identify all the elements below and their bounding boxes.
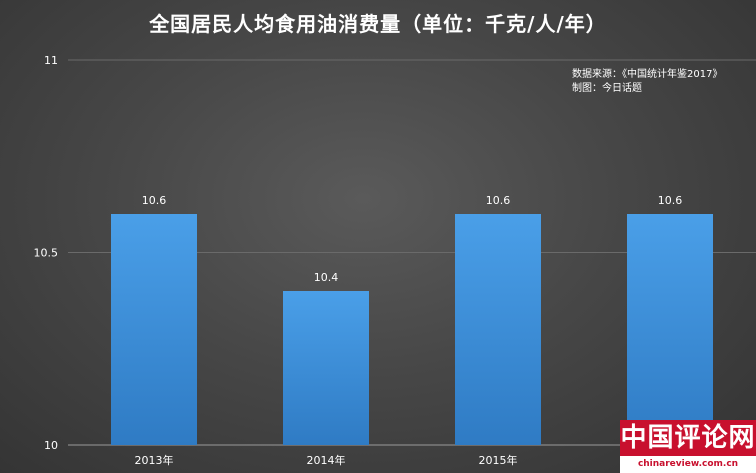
chart-title: 全国居民人均食用油消费量（单位：千克/人/年）	[149, 12, 607, 36]
x-tick-label: 2013年	[135, 453, 174, 467]
bar	[111, 214, 197, 445]
x-tick-label: 2014年	[307, 453, 346, 467]
data-label: 10.6	[486, 194, 511, 207]
watermark-url: chinareview.com.cn	[620, 456, 756, 473]
watermark-text: 中国评论网	[620, 420, 756, 456]
source-line-credit: 制图：今日话题	[572, 83, 642, 94]
y-tick-label: 10	[44, 439, 58, 452]
bar	[455, 214, 541, 445]
bar	[283, 291, 369, 445]
data-label: 10.4	[314, 271, 339, 284]
y-tick-label: 10.5	[34, 247, 59, 260]
data-label: 10.6	[142, 194, 167, 207]
data-label: 10.6	[658, 194, 683, 207]
source-line-data: 数据来源：《中国统计年鉴2017》	[572, 69, 723, 80]
source-note: 数据来源：《中国统计年鉴2017》 制图：今日话题	[572, 68, 722, 96]
x-tick-label: 2015年	[479, 453, 518, 467]
watermark-logo: 中国评论网 chinareview.com.cn	[620, 420, 756, 473]
y-tick-label: 11	[44, 54, 58, 67]
bar	[627, 214, 713, 445]
